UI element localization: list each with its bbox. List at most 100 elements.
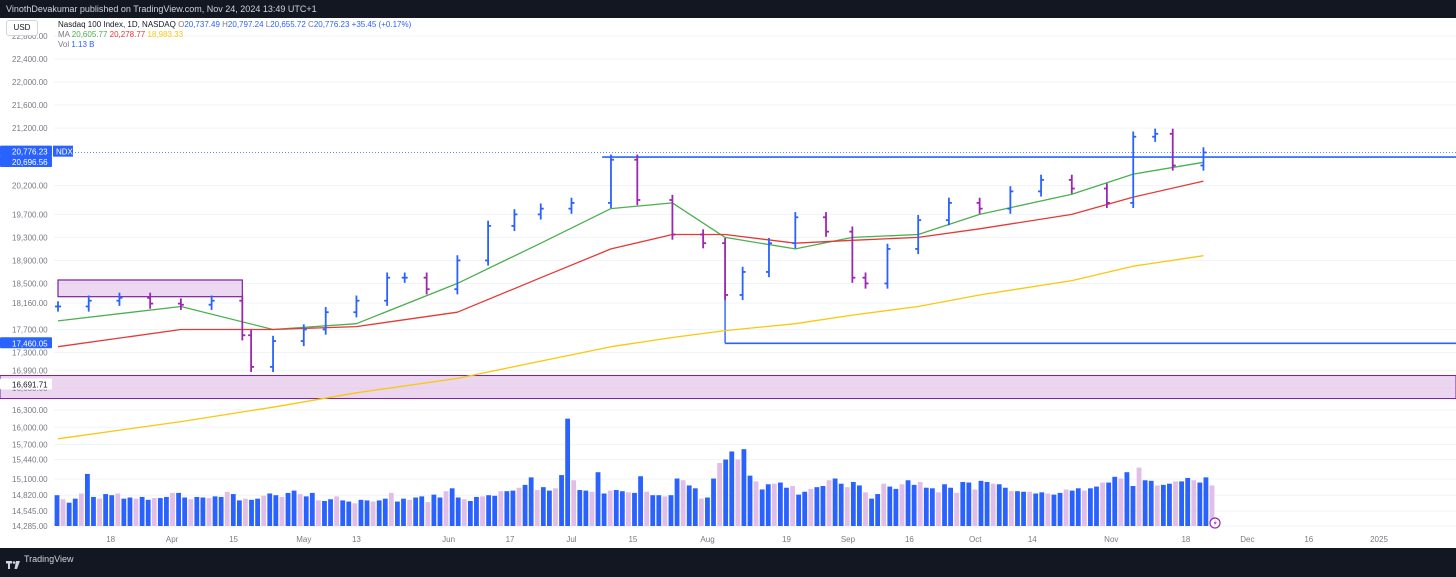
volume-bar (978, 480, 984, 526)
time-axis: 18 Apr 15 May 13 Jun 17 Jul 15 Aug 19 Sep 16 Oct 14 Nov… (106, 535, 1388, 544)
time-tick-label: 17 (506, 535, 515, 544)
time-tick-label: Jul (566, 535, 576, 544)
volume-bar (170, 492, 175, 526)
volume-bar (875, 494, 881, 526)
volume-bar (206, 498, 212, 526)
price-tick-label: 22,000.00 (12, 78, 48, 87)
volume-bar (340, 500, 346, 526)
volume-bar (139, 496, 145, 526)
volume-bar (297, 494, 303, 526)
price-tick-label: 14,820.00 (12, 491, 48, 500)
footer: TradingView (0, 548, 1456, 570)
volume-bar (692, 488, 698, 526)
volume-bar (917, 481, 923, 526)
volume-bar (1063, 489, 1069, 526)
volume-bar (808, 488, 814, 526)
ma-line-3 (57, 255, 1204, 440)
price-tick-label: 22,400.00 (12, 55, 48, 64)
volume-bar (255, 498, 261, 526)
price-tick-label: 21,600.00 (12, 101, 48, 110)
volume-bar (467, 500, 473, 526)
volume-bar (279, 496, 285, 526)
volume-bar (133, 498, 139, 526)
volume-bar (364, 500, 370, 526)
volume-bar (1179, 481, 1185, 526)
time-tick-label: 16 (1304, 535, 1313, 544)
volume-bar (784, 487, 789, 526)
volume-bar (376, 500, 382, 526)
time-tick-label: Jun (442, 535, 455, 544)
volume-bar (966, 482, 972, 526)
volume-bar (832, 478, 838, 526)
volume-bar (771, 483, 777, 526)
volume-bar (504, 491, 510, 526)
volume-bar (413, 497, 419, 526)
volume-bar (1057, 492, 1063, 526)
volume-bar (765, 484, 771, 526)
volume-bar (905, 480, 911, 526)
volume-bar (461, 499, 467, 526)
price-chart[interactable]: 22,800.00 22,400.00 22,000.00 21,600.00 21,2… (0, 18, 1456, 548)
volume-bar (1094, 486, 1099, 526)
price-tick-label: 19,300.00 (12, 233, 48, 242)
volume-bar (1002, 487, 1008, 526)
resistance-tag-bg (0, 156, 52, 168)
volume-bar (492, 495, 498, 526)
volume-bar (705, 497, 710, 526)
volume-bar (328, 499, 333, 526)
tradingview-logo[interactable]: TradingView (6, 548, 74, 570)
volume-bar (632, 492, 637, 526)
volume-bar (486, 495, 492, 526)
time-tick-label: Nov (1104, 535, 1118, 544)
time-tick-label: Sep (841, 535, 856, 544)
low-label: L (265, 20, 271, 29)
volume-bar (164, 496, 169, 526)
volume-bar (1075, 488, 1081, 526)
open-label: O (178, 20, 185, 29)
volume-bar (680, 480, 686, 526)
volume-bar (309, 492, 315, 526)
time-tick-label: 16 (905, 535, 914, 544)
time-tick-label: 19 (782, 535, 791, 544)
close-value: 20,776.23 (313, 20, 350, 29)
volume-bar (455, 497, 461, 526)
volume-bar (1124, 472, 1130, 526)
price-tick-label: 15,700.00 (12, 441, 48, 450)
volume-bar (303, 496, 309, 526)
volume-bar (1197, 482, 1203, 526)
high-label: H (222, 20, 228, 29)
volume-bar (929, 488, 935, 526)
price-tick-label: 21,200.00 (12, 124, 48, 133)
volume-bar (923, 487, 929, 526)
chart-area[interactable]: 22,800.00 22,400.00 22,000.00 21,600.00 21,2… (0, 18, 1456, 548)
symbol-title[interactable]: Nasdaq 100 Index, 1D, NASDAQ (58, 20, 176, 29)
support-tag-bg (0, 337, 52, 349)
volume-bar (559, 475, 564, 526)
volume-bar (972, 489, 978, 526)
volume-bar (291, 490, 297, 526)
volume-bar (1167, 483, 1172, 526)
demand-zone (0, 375, 1456, 400)
volume-bar (753, 481, 759, 526)
volume-bar (686, 485, 692, 526)
brand-label: TradingView (24, 554, 74, 564)
volume-bar (644, 491, 650, 526)
volume-bar (960, 481, 966, 526)
volume-bar (1136, 467, 1142, 526)
price-tick-label: 15,100.00 (12, 475, 48, 484)
volume-bar (1130, 486, 1136, 526)
time-tick-label: Apr (166, 535, 179, 544)
volume-bar (522, 484, 528, 526)
volume-bar (583, 490, 589, 526)
volume-bar (759, 489, 765, 526)
volume-bar (887, 486, 893, 526)
zone-tag-bg (0, 378, 52, 390)
price-tick-label: 19,700.00 (12, 210, 48, 219)
volume-bar (370, 501, 376, 526)
volume-bar (729, 451, 735, 526)
volume-bar (1069, 490, 1075, 526)
volume-bar (395, 501, 400, 526)
currency-selector[interactable]: USD (6, 20, 38, 36)
volume-bar (601, 493, 607, 526)
published-header: VinothDevakumar published on TradingView… (0, 0, 1456, 18)
